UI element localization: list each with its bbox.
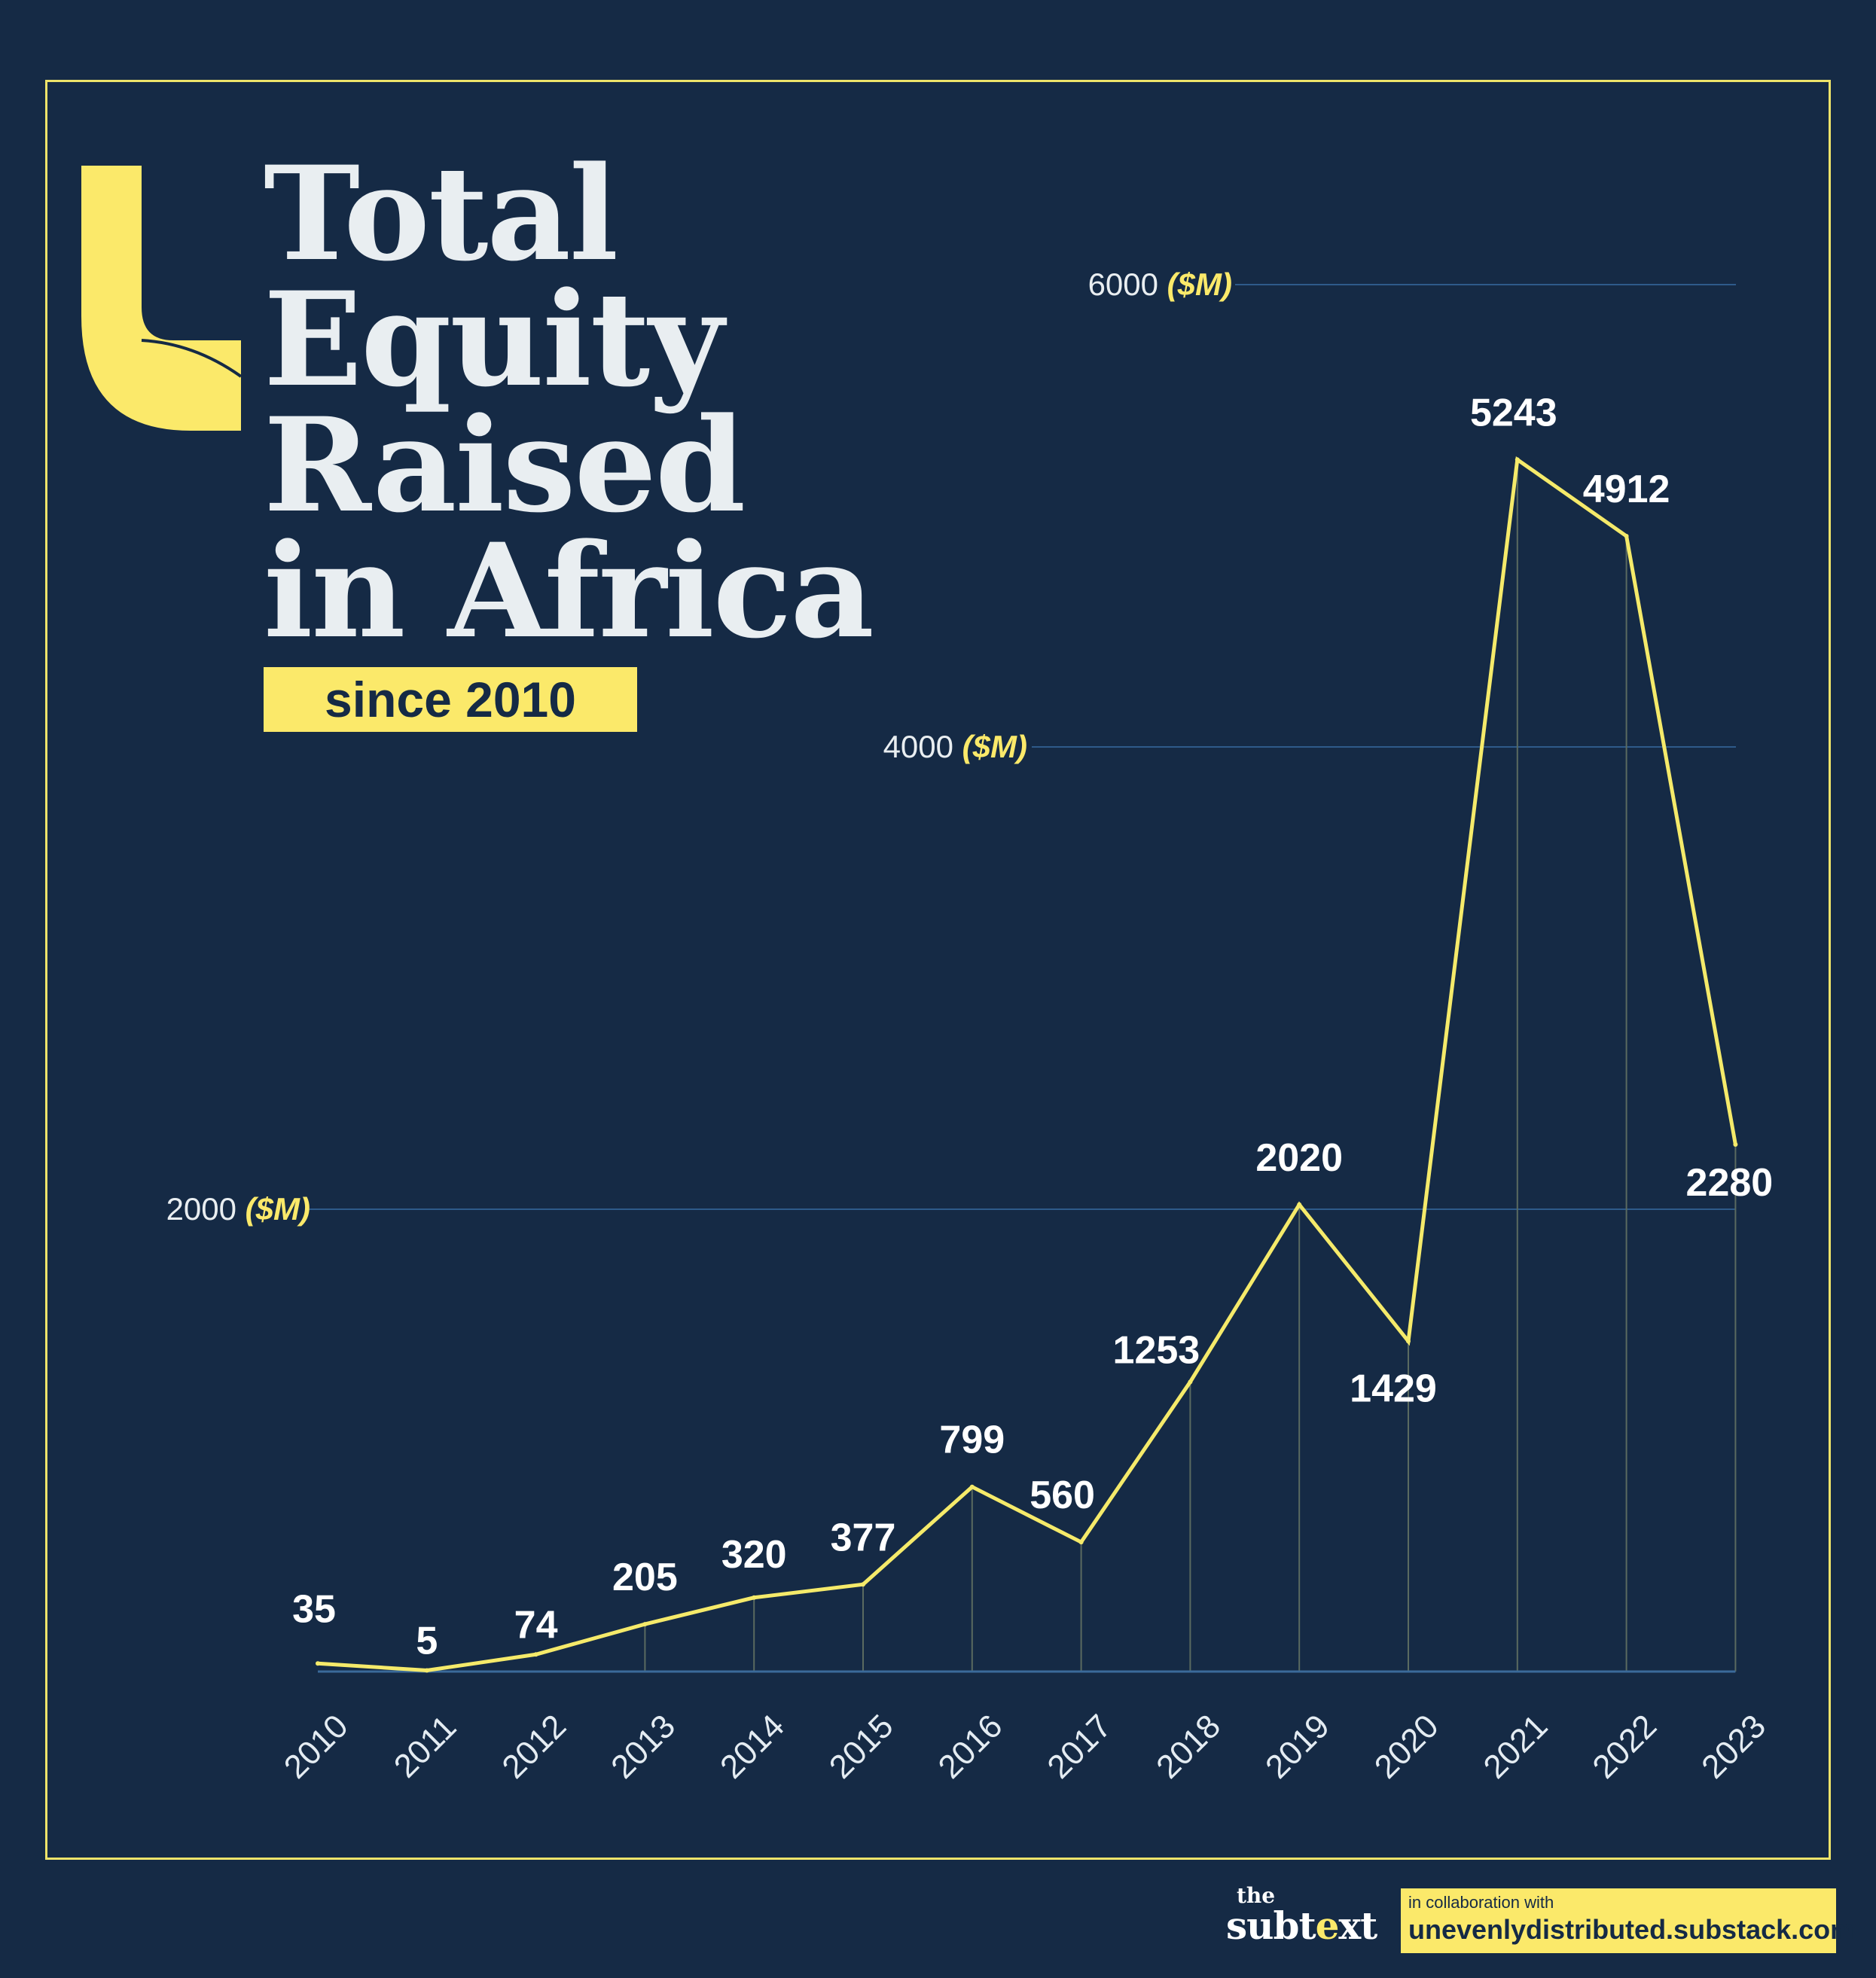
title-line-2: Equity bbox=[264, 263, 724, 416]
x-tick-label-2018: 2018 bbox=[1149, 1708, 1228, 1786]
data-label-2016: 799 bbox=[939, 1419, 1005, 1462]
data-point-2015 bbox=[861, 1582, 865, 1587]
brand-top-text: the bbox=[1237, 1883, 1276, 1908]
data-label-2018: 1253 bbox=[1113, 1328, 1200, 1372]
data-label-2014: 320 bbox=[721, 1533, 787, 1577]
y-tick-label-6000: 6000 ($M) bbox=[1088, 267, 1232, 302]
data-point-2013 bbox=[642, 1622, 648, 1627]
data-label-2022: 4912 bbox=[1583, 468, 1670, 511]
brand-main-end: xt bbox=[1338, 1903, 1377, 1948]
y-tick-unit: ($M) bbox=[246, 1191, 310, 1227]
data-point-2010 bbox=[316, 1661, 320, 1666]
data-label-2020: 1429 bbox=[1350, 1367, 1437, 1410]
data-label-2023: 2280 bbox=[1686, 1161, 1774, 1205]
data-point-2020 bbox=[1406, 1339, 1411, 1344]
x-tick-label-2023: 2023 bbox=[1695, 1708, 1773, 1786]
data-label-2015: 377 bbox=[831, 1516, 896, 1559]
x-tick-label-2021: 2021 bbox=[1477, 1708, 1555, 1786]
y-tick-value: 6000 bbox=[1088, 267, 1167, 302]
data-point-2011 bbox=[424, 1668, 429, 1673]
data-point-2018 bbox=[1188, 1379, 1193, 1385]
data-point-2017 bbox=[1078, 1540, 1084, 1545]
x-tick-label-2010: 2010 bbox=[277, 1708, 355, 1786]
x-tick-label-2013: 2013 bbox=[604, 1708, 682, 1786]
y-tick-unit: ($M) bbox=[962, 729, 1027, 764]
data-point-2023 bbox=[1733, 1142, 1738, 1147]
series-line bbox=[317, 456, 1737, 1672]
data-label-2019: 2020 bbox=[1255, 1136, 1343, 1180]
x-tick-label-2017: 2017 bbox=[1040, 1708, 1118, 1786]
brand-main-text: subtext bbox=[1226, 1905, 1377, 1947]
x-tick-label-2022: 2022 bbox=[1585, 1708, 1664, 1786]
chart-title: Total Equity Raised in Africa bbox=[264, 137, 874, 667]
brand-main-accent: e bbox=[1315, 1903, 1340, 1948]
data-label-2021: 5243 bbox=[1470, 391, 1557, 434]
collaboration-badge: in collaboration with unevenlydistribute… bbox=[1401, 1888, 1855, 1953]
title-line-4: in Africa bbox=[264, 514, 874, 667]
y-tick-label-2000: 2000 ($M) bbox=[166, 1191, 310, 1227]
chart-frame bbox=[45, 80, 1831, 1860]
title-line-3: Raised bbox=[264, 389, 746, 541]
x-tick-label-2016: 2016 bbox=[932, 1708, 1010, 1786]
x-tick-label-2015: 2015 bbox=[822, 1708, 901, 1786]
subtext-logo-icon bbox=[81, 166, 241, 431]
data-label-2013: 205 bbox=[612, 1556, 678, 1599]
x-tick-label-2011: 2011 bbox=[387, 1708, 464, 1785]
data-point-2012 bbox=[533, 1652, 538, 1657]
y-tick-label-4000: 4000 ($M) bbox=[883, 729, 1027, 764]
data-point-2019 bbox=[1297, 1202, 1302, 1207]
subtitle-badge: since 2010 bbox=[264, 667, 637, 732]
data-point-2014 bbox=[752, 1595, 757, 1600]
data-label-2012: 74 bbox=[514, 1603, 558, 1647]
data-point-2016 bbox=[969, 1484, 975, 1489]
x-tick-label-2012: 2012 bbox=[495, 1708, 573, 1786]
x-tick-label-2014: 2014 bbox=[713, 1708, 792, 1786]
title-line-1: Total bbox=[264, 137, 618, 290]
y-tick-value: 4000 bbox=[883, 729, 962, 764]
y-tick-unit: ($M) bbox=[1167, 267, 1232, 302]
y-tick-value: 2000 bbox=[166, 1191, 246, 1227]
data-label-2011: 5 bbox=[416, 1619, 438, 1663]
data-label-2010: 35 bbox=[292, 1587, 336, 1631]
x-tick-label-2019: 2019 bbox=[1258, 1708, 1337, 1786]
data-point-2022 bbox=[1624, 534, 1629, 539]
collab-site-link[interactable]: unevenlydistributed.substack.com bbox=[1408, 1914, 1855, 1945]
collab-label: in collaboration with bbox=[1408, 1893, 1554, 1912]
data-label-2017: 560 bbox=[1030, 1474, 1095, 1517]
data-point-2021 bbox=[1515, 457, 1520, 462]
x-tick-label-2020: 2020 bbox=[1368, 1708, 1446, 1786]
brand-main-start: subt bbox=[1226, 1903, 1316, 1948]
